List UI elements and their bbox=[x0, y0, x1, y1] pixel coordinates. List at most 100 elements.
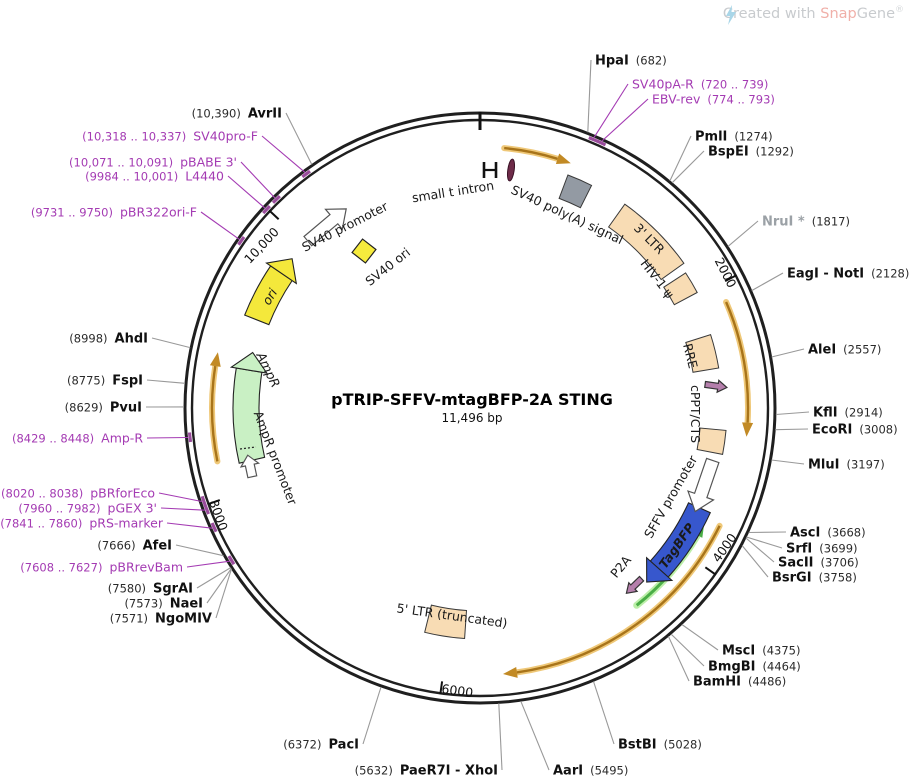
watermark-registered: ® bbox=[895, 5, 904, 15]
enzyme-label-AscI[interactable]: AscI (3668) bbox=[790, 526, 866, 541]
orf-arc-right-arrowhead bbox=[742, 422, 754, 437]
feature-p2a-arrow[interactable] bbox=[625, 575, 645, 595]
primer-tick-EBV-rev[interactable] bbox=[596, 139, 607, 147]
leader-line bbox=[200, 211, 240, 241]
enzyme-label-FspI[interactable]: (8775) FspI bbox=[67, 374, 143, 389]
feature-small-t-intron-icon[interactable] bbox=[482, 162, 498, 178]
primer-tick-pBABE 3'[interactable] bbox=[271, 194, 281, 204]
feature-label-cppt-cts[interactable]: cPPT/CTS bbox=[688, 385, 703, 443]
enzyme-label-HpaI[interactable]: HpaI (682) bbox=[595, 54, 667, 69]
enzyme-label-PaeR7I-XhoI[interactable]: (5632) PaeR7I - XhoI bbox=[355, 764, 498, 779]
primer-tick-pBRrevBam[interactable] bbox=[227, 555, 236, 566]
plasmid-title-block: pTRIP-SFFV-mtagBFP-2A STING 11,496 bp bbox=[272, 390, 672, 425]
feature-cppt-cts[interactable] bbox=[696, 427, 727, 455]
scale-tick-10000 bbox=[268, 209, 280, 220]
primer-label-pGEX-3-[interactable]: (7960 .. 7982) pGEX 3' bbox=[18, 501, 157, 516]
enzyme-label-AarI[interactable]: AarI (5495) bbox=[553, 764, 628, 779]
feature-rre[interactable] bbox=[685, 333, 720, 373]
leader-line bbox=[186, 560, 230, 568]
primer-label-SV40pA-R[interactable]: SV40pA-R (720 .. 739) bbox=[632, 77, 768, 92]
leader-line bbox=[151, 337, 191, 349]
enzyme-label-AvrII[interactable]: (10,390) AvrII bbox=[192, 107, 282, 122]
leader-line bbox=[158, 492, 202, 503]
leader-line bbox=[285, 112, 313, 165]
enzyme-label-BspEI[interactable]: BspEI (1292) bbox=[708, 145, 794, 160]
feature-sv40-ori-box[interactable] bbox=[351, 238, 377, 264]
feature-ampr-promoter-arrow[interactable] bbox=[239, 454, 261, 479]
feature-sv40-polya-lens[interactable] bbox=[506, 158, 516, 182]
primer-label-L4440[interactable]: (9984 .. 10,001) L4440 bbox=[85, 169, 224, 184]
orf-arc-right bbox=[724, 301, 750, 423]
enzyme-label-PmlI[interactable]: PmlI (1274) bbox=[695, 130, 773, 145]
enzyme-label-SrfI[interactable]: SrfI (3699) bbox=[786, 542, 858, 557]
ampr-boundary-dots bbox=[239, 446, 257, 450]
feature-3-prime-ltr[interactable] bbox=[607, 203, 685, 281]
primer-tick-pBRforEco[interactable] bbox=[200, 495, 207, 506]
primer-label-pBRforEco[interactable]: (8020 .. 8038) pBRforEco bbox=[1, 486, 155, 501]
watermark-snap: Snap bbox=[820, 5, 857, 22]
enzyme-label-BstBI[interactable]: BstBI (5028) bbox=[618, 738, 702, 753]
plasmid-size: 11,496 bp bbox=[441, 411, 503, 425]
enzyme-label-NgoMIV[interactable]: (7571) NgoMIV bbox=[110, 612, 212, 627]
enzyme-label-NaeI[interactable]: (7573) NaeI bbox=[124, 597, 203, 612]
leader-line bbox=[775, 428, 809, 431]
feature-label-p2a[interactable]: P2A bbox=[607, 552, 634, 580]
feature-sv40-polya-box[interactable] bbox=[558, 174, 593, 209]
enzyme-label-EagI-NotI[interactable]: EagI - NotI (2128) bbox=[787, 267, 909, 282]
enzyme-label-SgrAI[interactable]: (7580) SgrAI bbox=[108, 582, 193, 597]
primer-tick-pRS-marker[interactable] bbox=[210, 522, 218, 533]
enzyme-label-AhdI[interactable]: (8998) AhdI bbox=[69, 332, 148, 347]
primer-tick-Amp-R[interactable] bbox=[187, 432, 193, 443]
feature-tagbfp-cds-head[interactable] bbox=[646, 556, 674, 583]
enzyme-label-NruI-[interactable]: NruI * (1817) bbox=[762, 215, 850, 230]
primer-tick-L4440[interactable] bbox=[262, 204, 271, 215]
leader-line bbox=[670, 633, 705, 667]
primer-label-pBRrevBam[interactable]: (7608 .. 7627) pBRrevBam bbox=[20, 560, 183, 575]
orf-arc-left bbox=[210, 365, 219, 462]
leader-line bbox=[746, 536, 783, 549]
enzyme-label-BamHI[interactable]: BamHI (4486) bbox=[693, 675, 786, 690]
primer-tick-SV40pro-F[interactable] bbox=[301, 169, 311, 179]
primer-tick-pBR322ori-F[interactable] bbox=[237, 235, 246, 246]
primer-label-SV40pro-F[interactable]: (10,318 .. 10,337) SV40pro-F bbox=[82, 129, 258, 144]
primer-label-pBABE-3-[interactable]: (10,071 .. 10,091) pBABE 3' bbox=[69, 155, 237, 170]
orf-arc-bottom bbox=[516, 525, 721, 674]
feature-5-prime-ltr[interactable] bbox=[424, 604, 468, 640]
enzyme-label-PacI[interactable]: (6372) PacI bbox=[283, 738, 359, 753]
enzyme-label-SacII[interactable]: SacII (3706) bbox=[778, 556, 859, 571]
enzyme-label-AfeI[interactable]: (7666) AfeI bbox=[97, 539, 172, 554]
enzyme-label-AleI[interactable]: AleI (2557) bbox=[808, 343, 881, 358]
leader-line bbox=[667, 636, 690, 682]
feature-sffv-promoter-arrow[interactable] bbox=[687, 457, 720, 513]
enzyme-label-EcoRI[interactable]: EcoRI (3008) bbox=[812, 423, 898, 438]
enzyme-label-MluI[interactable]: MluI (3197) bbox=[808, 458, 885, 473]
enzyme-label-KflI[interactable]: KflI (2914) bbox=[813, 406, 883, 421]
leader-line bbox=[592, 681, 615, 745]
primer-label-pBR322ori-F[interactable]: (9731 .. 9750) pBR322ori-F bbox=[31, 205, 197, 220]
feature-label-rre[interactable]: RRE bbox=[680, 342, 701, 370]
feature-ampr-cds-head[interactable] bbox=[229, 351, 268, 374]
feature-cppt-arrow[interactable] bbox=[704, 379, 728, 394]
leader-line bbox=[240, 161, 276, 199]
watermark-text: Created with SnapGene® bbox=[722, 5, 904, 22]
leader-line bbox=[146, 436, 189, 439]
snapgene-watermark: Created with SnapGene® bbox=[722, 5, 904, 25]
leader-line bbox=[520, 700, 550, 771]
scale-tick-label-10000: 10,000 bbox=[241, 224, 282, 266]
enzyme-label-PvuI[interactable]: (8629) PvuI bbox=[65, 401, 142, 416]
feature-sv40-promoter-arrow[interactable] bbox=[303, 208, 347, 247]
leader-line bbox=[681, 624, 719, 651]
enzyme-label-BmgBI[interactable]: BmgBI (4464) bbox=[708, 660, 801, 675]
feature-ori-arrow-head[interactable] bbox=[265, 258, 298, 285]
leader-line bbox=[745, 537, 775, 563]
enzyme-label-BsrGI[interactable]: BsrGI (3758) bbox=[772, 571, 857, 586]
feature-label-sv40-promoter[interactable]: SV40 promoter bbox=[299, 198, 391, 255]
feature-hiv-1-psi[interactable] bbox=[663, 272, 698, 306]
primer-label-Amp-R[interactable]: (8429 .. 8448) Amp-R bbox=[12, 431, 143, 446]
primer-label-EBV-rev[interactable]: EBV-rev (774 .. 793) bbox=[652, 92, 775, 107]
enzyme-label-MscI[interactable]: MscI (4375) bbox=[722, 644, 800, 659]
scale-tick-4000 bbox=[704, 566, 717, 576]
feature-label-small-t-intron[interactable]: small t intron bbox=[411, 178, 495, 206]
primer-label-pRS-marker[interactable]: (7841 .. 7860) pRS-marker bbox=[0, 516, 164, 531]
leader-line bbox=[146, 379, 186, 384]
